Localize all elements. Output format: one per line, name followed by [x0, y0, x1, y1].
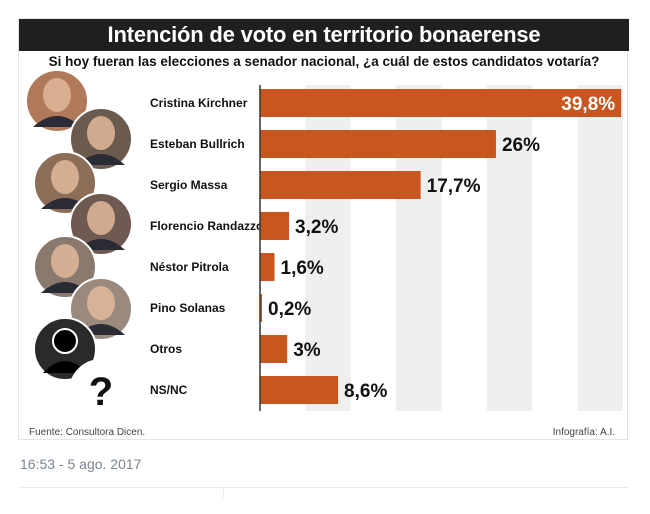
- bar: [260, 130, 496, 158]
- source-note: Fuente: Consultora Dicen.: [29, 427, 146, 438]
- bar: [260, 253, 275, 281]
- data-label: 39,8%: [561, 94, 615, 115]
- bar: [260, 171, 421, 199]
- person-silhouette-icon: [33, 317, 97, 381]
- category-label: Florencio Randazzo: [150, 219, 263, 233]
- category-label: Otros: [150, 342, 182, 356]
- category-label: Esteban Bullrich: [150, 137, 245, 151]
- data-label: 1,6%: [281, 258, 324, 279]
- data-label: 3%: [293, 340, 321, 361]
- grid-band: [577, 85, 623, 411]
- data-label: 0,2%: [268, 299, 311, 320]
- candidate-labels: Cristina Kirchner Esteban Bullrich Sergio …: [150, 96, 263, 397]
- bar: [260, 89, 622, 117]
- divider-tick: [223, 488, 224, 498]
- credit-note: Infografía: A.I.: [552, 427, 615, 438]
- candidate-photo: [33, 151, 97, 215]
- data-label: 26%: [502, 135, 540, 156]
- value-labels: 39,8% 26% 17,7% 3,2% 1,6% 0,2% 3% 8,6%: [268, 94, 615, 402]
- chart-title: Intención de voto en territorio bonaeren…: [19, 19, 629, 51]
- candidate-photo: [69, 107, 133, 171]
- category-label: Cristina Kirchner: [150, 96, 248, 110]
- bars: [260, 89, 622, 404]
- bar: [260, 294, 262, 322]
- data-label: 3,2%: [295, 217, 338, 238]
- bar-chart: ? Cristina Kirchner Esteban Bullrich Sergi…: [25, 69, 623, 423]
- bar: [260, 335, 288, 363]
- candidate-photo: [69, 192, 133, 256]
- category-label: Sergio Massa: [150, 178, 228, 192]
- bar: [260, 212, 290, 240]
- candidate-photos: ?: [25, 69, 133, 423]
- data-label: 8,6%: [344, 381, 387, 402]
- infographic-card: Intención de voto en territorio bonaeren…: [18, 18, 629, 440]
- question-mark-icon: ?: [69, 359, 133, 423]
- chart-subtitle: Si hoy fueran las elecciones a senador n…: [48, 54, 600, 69]
- bar: [260, 376, 339, 404]
- svg-text:?: ?: [89, 370, 113, 414]
- category-label: Néstor Pitrola: [150, 260, 229, 274]
- candidate-photo: [33, 235, 97, 299]
- tweet-timestamp[interactable]: 16:53 - 5 ago. 2017: [20, 456, 142, 472]
- candidate-photo: [25, 69, 89, 133]
- data-label: 17,7%: [427, 176, 481, 197]
- divider: [18, 487, 628, 488]
- category-label: NS/NC: [150, 383, 188, 397]
- category-label: Pino Solanas: [150, 301, 226, 315]
